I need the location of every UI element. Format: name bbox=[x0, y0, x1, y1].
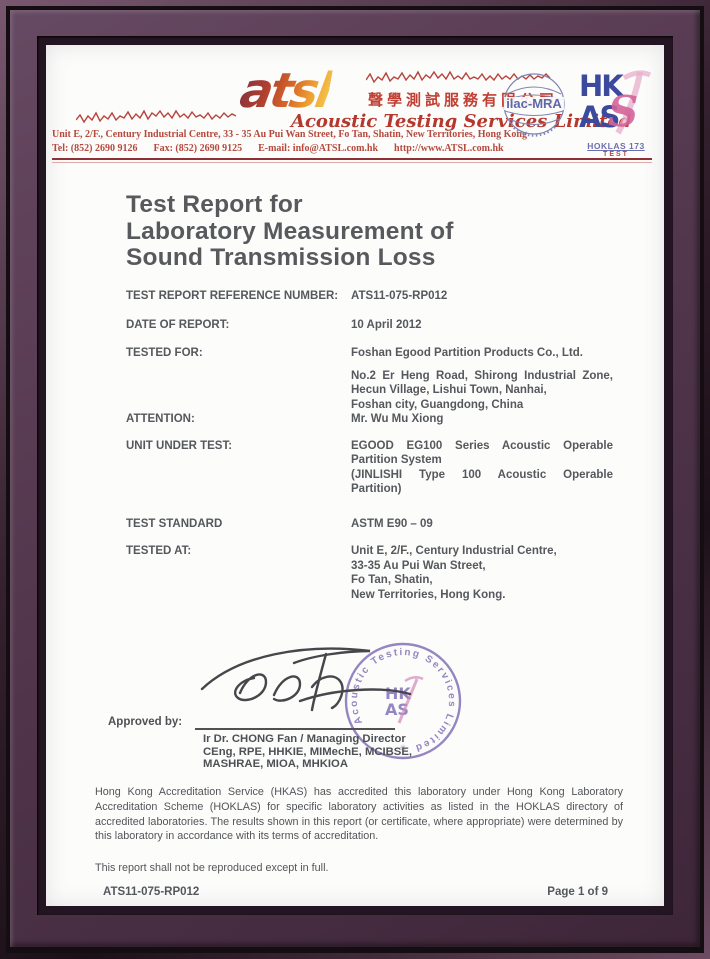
title-line-1: Test Report for bbox=[126, 191, 303, 218]
unit-line: (JINLISHI Type 100 Acoustic Operable bbox=[351, 468, 613, 481]
approver-qualifications-2: MASHRAE, MIOA, MHKIOA bbox=[203, 758, 348, 770]
stamp-star-icon: ✳ bbox=[399, 743, 407, 753]
signature-line bbox=[195, 728, 395, 730]
stamp-hkas-hk: HK bbox=[385, 684, 411, 703]
address-line: No.2 Er Heng Road, Shirong Industrial Zo… bbox=[351, 369, 613, 382]
field-value: Unit E, 2/F., Century Industrial Centre,… bbox=[351, 544, 613, 602]
title-line-2: Laboratory Measurement of bbox=[126, 217, 454, 245]
company-stamp: Acoustic Testing Services Limited ✳ HK A… bbox=[344, 642, 462, 760]
hoklas-number: HOKLAS 173 bbox=[587, 141, 645, 151]
approver-qualifications-1: CEng, RPE, HHKIE, MIMechE, MCIBSE, bbox=[203, 745, 413, 758]
field-label: TESTED AT: bbox=[126, 545, 192, 557]
signature bbox=[200, 647, 412, 712]
field-date-of-report: DATE OF REPORT: 10 April 2012 bbox=[126, 318, 616, 333]
title-line-3: Sound Transmission Loss bbox=[126, 244, 436, 271]
ilac-mra-label: ilac-MRA bbox=[506, 96, 562, 111]
field-tested-at: TESTED AT: Unit E, 2/F., Century Industr… bbox=[126, 544, 616, 602]
field-value: No.2 Er Heng Road, Shirong Industrial Zo… bbox=[351, 369, 613, 413]
footer-row: ATS11-075-RP012 Page 1 of 9 bbox=[103, 886, 608, 898]
reproduction-note: This report shall not be reproduced exce… bbox=[95, 862, 329, 874]
address-line: Foshan city, Guangdong, China bbox=[351, 398, 524, 411]
hkas-logo-icon: HK AS S bbox=[579, 69, 652, 136]
field-label: TEST STANDARD bbox=[126, 517, 223, 530]
field-tested-for: TESTED FOR: Foshan Egood Partition Produ… bbox=[126, 346, 616, 361]
waveform-zigzag-left bbox=[76, 109, 237, 124]
field-attention: ATTENTION: Mr. Wu Mu Xiong bbox=[126, 412, 616, 427]
field-value: Foshan Egood Partition Products Co., Ltd… bbox=[351, 347, 583, 359]
footer-page-number: Page 1 of 9 bbox=[547, 886, 608, 898]
address-line: Hecun Village, Lishui Town, Nanhai, bbox=[351, 384, 547, 396]
field-label: TEST REPORT REFERENCE NUMBER: bbox=[126, 290, 339, 302]
accreditation-paragraph: Hong Kong Accreditation Service (HKAS) h… bbox=[95, 786, 623, 843]
report-fields: TEST REPORT REFERENCE NUMBER: ATS11-075-… bbox=[126, 289, 616, 602]
approved-by-label: Approved by: bbox=[108, 716, 183, 728]
field-unit-under-test: UNIT UNDER TEST: EGOOD EG100 Series Acou… bbox=[126, 439, 616, 497]
approver-identity: Ir Dr. CHONG Fan / Managing Director CEn… bbox=[203, 733, 412, 771]
header-divider bbox=[52, 158, 652, 163]
fax-label: Fax: (852) 2690 9125 bbox=[153, 143, 243, 154]
unit-line: EGOOD EG100 Series Acoustic Operable bbox=[351, 439, 613, 452]
tested-at-line: Fo Tan, Shatin, bbox=[351, 574, 433, 586]
tested-at-line: 33-35 Au Pui Wan Street, bbox=[351, 559, 486, 572]
field-label: DATE OF REPORT: bbox=[126, 318, 230, 331]
tested-at-line: New Territories, Hong Kong. bbox=[351, 588, 506, 601]
field-label: UNIT UNDER TEST: bbox=[126, 439, 233, 452]
field-label bbox=[126, 369, 351, 413]
ilac-mra-logo-icon: ilac-MRA bbox=[503, 73, 565, 137]
hkas-logo: HK AS S HOKLAS 173 TEST bbox=[578, 69, 654, 158]
report-page: atsl 聲學測試服務有限公司 Acoustic Testing Service… bbox=[46, 45, 664, 906]
field-value: EGOOD EG100 Series Acoustic Operable Par… bbox=[351, 439, 613, 497]
report-title: Test Report for Laboratory Measurement o… bbox=[126, 191, 454, 272]
company-name-english: Acoustic Testing Services Limited bbox=[291, 111, 632, 132]
tested-at-line: Unit E, 2/F., Century Industrial Centre, bbox=[351, 545, 557, 557]
field-value: 10 April 2012 bbox=[351, 318, 422, 331]
field-label: ATTENTION: bbox=[126, 413, 195, 425]
hoklas-test-label: TEST bbox=[603, 151, 629, 158]
website-label: http://www.ATSL.com.hk bbox=[394, 143, 504, 154]
header-address: Unit E, 2/F., Century Industrial Centre,… bbox=[52, 129, 527, 140]
field-value: Mr. Wu Mu Xiong bbox=[351, 413, 444, 425]
field-reference-number: TEST REPORT REFERENCE NUMBER: ATS11-075-… bbox=[126, 289, 616, 304]
email-label: E-mail: info@ATSL.com.hk bbox=[258, 143, 379, 154]
atsl-logo: atsl bbox=[236, 63, 335, 119]
hkas-as-letters: AS bbox=[579, 100, 618, 134]
footer-report-number: ATS11-075-RP012 bbox=[103, 886, 200, 898]
field-label: TESTED FOR: bbox=[126, 347, 203, 359]
field-value: ATS11-075-RP012 bbox=[351, 290, 448, 302]
unit-line: Partition) bbox=[351, 483, 402, 495]
unit-line: Partition System bbox=[351, 454, 442, 466]
hkas-pink-s: S bbox=[608, 87, 638, 135]
hkas-hk-letters: HK bbox=[579, 69, 625, 103]
tel-label: Tel: (852) 2690 9126 bbox=[52, 143, 138, 154]
field-client-address: No.2 Er Heng Road, Shirong Industrial Zo… bbox=[126, 369, 616, 413]
field-test-standard: TEST STANDARD ASTM E90 – 09 bbox=[126, 517, 616, 532]
header-contacts: Tel: (852) 2690 9126 Fax: (852) 2690 9125… bbox=[52, 143, 572, 154]
approver-name: Ir Dr. CHONG Fan / Managing Director bbox=[203, 733, 406, 745]
field-value: ASTM E90 – 09 bbox=[351, 517, 433, 530]
